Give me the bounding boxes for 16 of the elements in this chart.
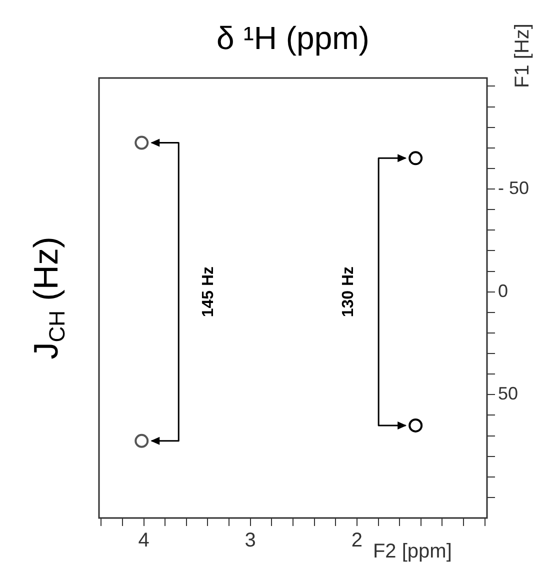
x-tick-label: 3 xyxy=(244,530,256,552)
x-tick-label: 2 xyxy=(351,530,363,552)
y-axis-title: F1 [Hz] xyxy=(512,24,534,88)
x-axis-title: F2 [ppm] xyxy=(372,540,452,563)
y-tick-label: 0 xyxy=(498,280,508,301)
text: JCH (Hz) xyxy=(27,236,70,360)
y-tick-label: 50 xyxy=(498,384,518,404)
point xyxy=(408,151,423,166)
y-tick-label: - 50 xyxy=(498,178,530,198)
point xyxy=(408,418,423,432)
x-tick-label: 4 xyxy=(138,530,150,552)
annotation: 130 Hz xyxy=(340,266,357,318)
point xyxy=(134,434,149,448)
point xyxy=(134,136,149,150)
chart-title: δ ¹H (ppm) xyxy=(216,20,370,56)
annotation: 145 Hz xyxy=(200,266,218,318)
